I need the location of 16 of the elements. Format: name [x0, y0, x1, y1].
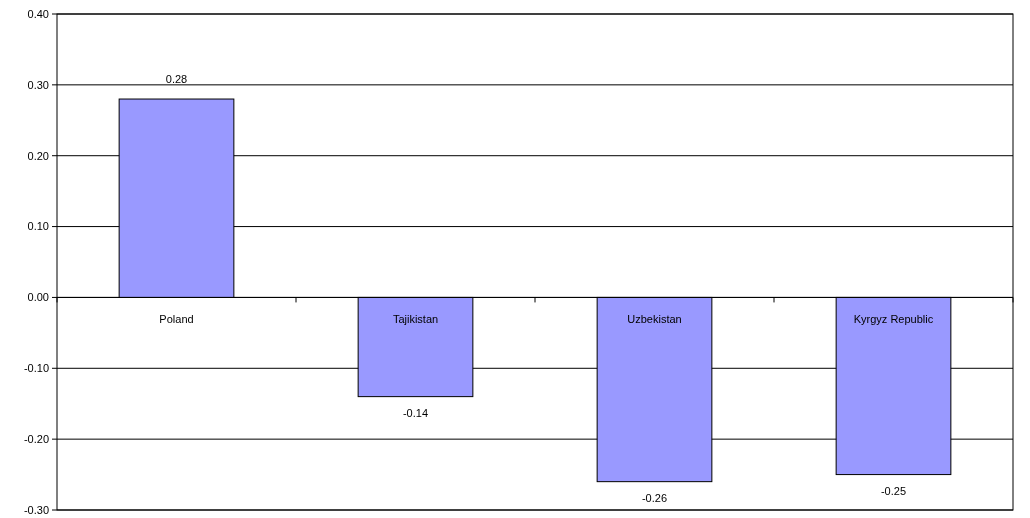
data-label: -0.14 [402, 406, 429, 419]
data-label: 0.28 [165, 73, 188, 86]
y-tick-label: 0.10 [27, 220, 49, 233]
y-tick-label: 0.30 [27, 78, 49, 91]
y-tick-label: 0.20 [27, 149, 49, 162]
x-tick-label: Tajikistan [392, 313, 439, 326]
data-label: -0.26 [641, 491, 668, 504]
x-tick-label: Uzbekistan [627, 313, 682, 326]
x-tick-label: Kyrgyz Republic [853, 313, 934, 326]
y-tick-label: 0.40 [27, 7, 49, 20]
y-tick-label: -0.30 [23, 503, 49, 516]
y-tick-label: -0.10 [23, 362, 49, 375]
x-tick-label: Poland [159, 313, 194, 326]
y-tick-label: -0.20 [23, 432, 49, 445]
data-label: -0.25 [880, 484, 907, 497]
y-tick-label: 0.00 [27, 291, 49, 304]
